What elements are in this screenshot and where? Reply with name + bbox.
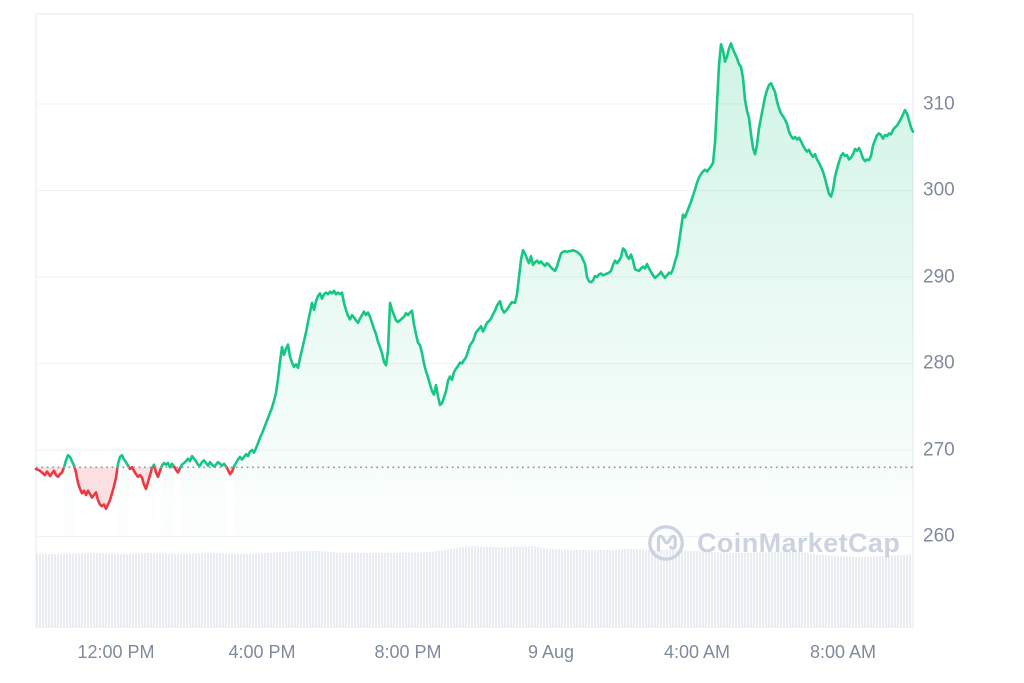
y-axis-tick-310: 310 [923, 93, 955, 115]
x-axis-tick-4am: 4:00 AM [663, 642, 731, 662]
x-axis-tick-9aug: 9 Aug [527, 642, 575, 662]
y-axis-tick-290: 290 [923, 266, 955, 288]
y-axis-tick-260: 260 [923, 525, 955, 547]
area-fills [36, 43, 913, 627]
price-line [34, 42, 915, 511]
x-axis-tick-12pm: 12:00 PM [77, 642, 155, 662]
x-axis-tick-4pm: 4:00 PM [228, 642, 296, 662]
x-axis-tick-8am: 8:00 AM [809, 642, 877, 662]
x-axis-tick-8pm: 8:00 PM [374, 642, 442, 662]
y-axis-tick-270: 270 [923, 439, 955, 461]
y-axis-tick-280: 280 [923, 352, 955, 374]
y-axis-tick-300: 300 [923, 179, 955, 201]
